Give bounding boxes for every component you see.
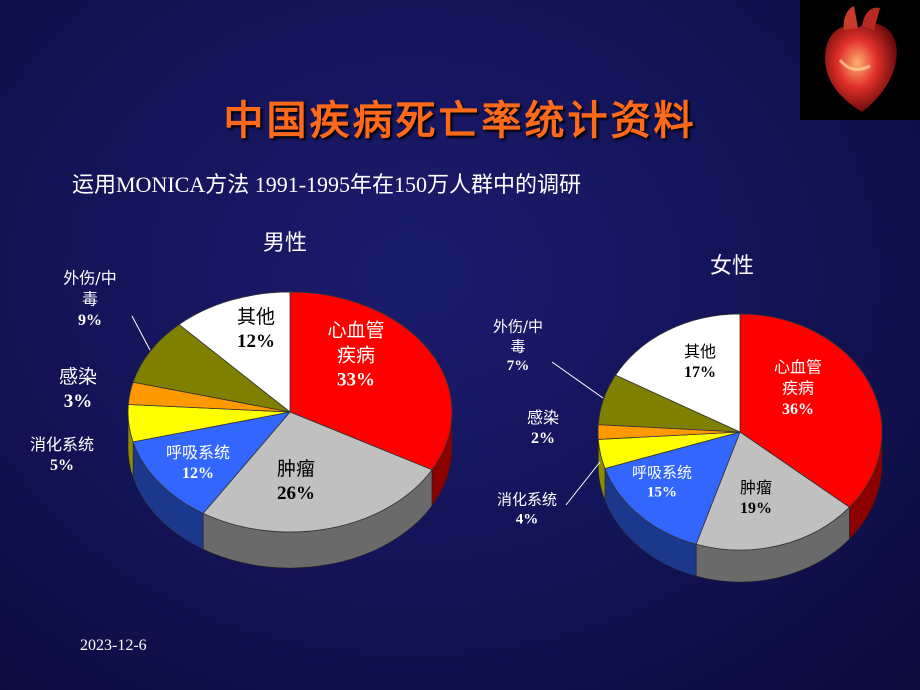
slice-value-label: 15%: [647, 484, 677, 500]
heart-image: [800, 0, 920, 120]
slice-category-label: 心血管: [327, 319, 384, 341]
slice-category-label: 感染: [59, 366, 97, 388]
slice-value-label: 19%: [740, 500, 772, 517]
slice-value-label: 3%: [64, 391, 93, 412]
pie-slice: [614, 313, 741, 433]
slice-category-label: 其他: [237, 306, 275, 328]
pie-sides: [127, 411, 453, 569]
leader-line: [565, 461, 601, 506]
slice-value-label: 33%: [337, 369, 375, 390]
slice-value-label: 2%: [531, 430, 555, 447]
slice-value-label: 17%: [684, 364, 716, 381]
slice-category-label: 其他: [684, 342, 716, 361]
slice-value-label: 5%: [50, 457, 74, 474]
slice-value-label: 12%: [182, 465, 214, 482]
slice-category-label: 消化系统: [497, 491, 557, 509]
pie-title: 女性: [710, 254, 754, 279]
pie-slice: [739, 313, 883, 508]
pie-slice: [132, 411, 292, 514]
slice-category-label: 呼吸系统: [632, 464, 692, 482]
slice-value-label: 12%: [237, 331, 275, 352]
heart-icon: [800, 0, 920, 120]
slice-category-label: 肿瘤: [740, 478, 772, 497]
slide-subtitle: 运用MONICA方法 1991-1995年在150万人群中的调研: [72, 172, 582, 197]
slice-category-label: 疾病: [782, 379, 814, 398]
slice-value-label: 7%: [507, 358, 530, 374]
leader-line: [551, 361, 604, 399]
slice-category-label: 呼吸系统: [166, 443, 230, 462]
pie-slice: [178, 291, 291, 413]
slide-date: 2023-12-6: [80, 637, 147, 654]
leader-line: [131, 315, 151, 351]
slice-category-label: 肿瘤: [277, 458, 315, 480]
pie-slice: [289, 291, 453, 471]
slice-category-label: 毒: [510, 338, 525, 356]
slice-value-label: 26%: [277, 483, 315, 504]
slide-title: 中国疾病死亡率统计资料: [223, 98, 697, 144]
pie-slice: [695, 431, 851, 551]
slice-category-label: 感染: [527, 408, 559, 427]
slice-category-label: 疾病: [337, 345, 375, 367]
pie-slice: [132, 324, 291, 413]
slice-value-label: 36%: [782, 401, 814, 418]
slice-category-label: 心血管: [774, 357, 822, 376]
slice-category-label: 消化系统: [30, 435, 94, 454]
pie-slice: [604, 431, 741, 545]
pie-title: 男性: [263, 231, 307, 256]
slice-category-label: 外伤/中: [63, 268, 116, 287]
slice-value-label: 9%: [78, 312, 102, 329]
slice-value-label: 4%: [516, 511, 539, 527]
slice-category-label: 外伤/中: [493, 318, 543, 336]
pie-slice: [202, 411, 433, 533]
slice-category-label: 毒: [82, 290, 98, 309]
